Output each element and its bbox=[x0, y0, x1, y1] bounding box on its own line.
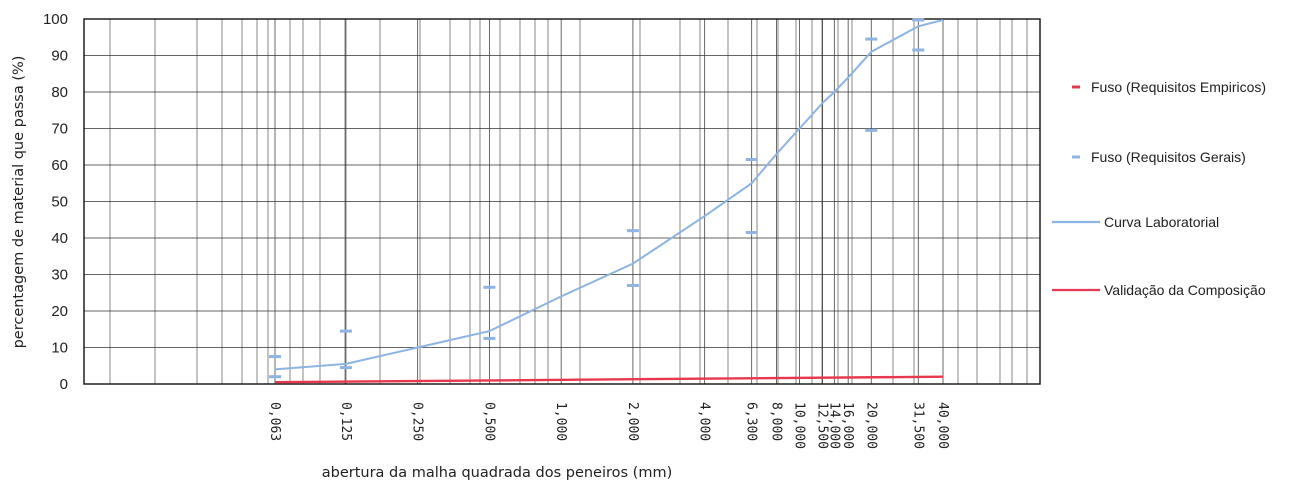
x-tick-label: 14,000 bbox=[826, 402, 841, 449]
legend-label: Curva Laboratorial bbox=[1104, 214, 1219, 230]
legend: Fuso (Requisitos Empiricos) Fuso (Requisi… bbox=[1052, 79, 1266, 298]
x-tick-label: 8,000 bbox=[768, 402, 783, 441]
plot-frame bbox=[83, 18, 1041, 385]
y-tick-label: 70 bbox=[51, 121, 68, 138]
series-line bbox=[274, 375, 944, 384]
y-axis-title: percentagem de material que passa (%) bbox=[11, 56, 27, 349]
plot-border bbox=[83, 18, 1041, 385]
y-tick-label: 30 bbox=[51, 267, 68, 284]
x-tick-label: 20,000 bbox=[863, 402, 878, 449]
y-tick-label: 20 bbox=[51, 303, 68, 320]
y-axis-ticks: 0 10 20 30 40 50 60 70 80 90 100 bbox=[43, 11, 68, 393]
x-tick-label: 10,000 bbox=[792, 402, 807, 449]
legend-label: Fuso (Requisitos Empiricos) bbox=[1091, 79, 1266, 95]
x-tick-label: 0,063 bbox=[267, 402, 282, 441]
x-axis-ticks: 0,063 0,125 0,250 0,500 1,000 2,000 4,000 6,300… bbox=[267, 402, 950, 449]
y-tick-label: 0 bbox=[60, 376, 68, 393]
y-tick-label: 40 bbox=[51, 230, 68, 247]
x-tick-label: 0,500 bbox=[481, 402, 496, 441]
y-tick-label: 50 bbox=[51, 194, 68, 211]
x-tick-label: 0,250 bbox=[410, 402, 425, 441]
x-tick-label: 6,300 bbox=[744, 402, 759, 441]
x-tick-label: 1,000 bbox=[553, 402, 568, 441]
series-line bbox=[274, 19, 944, 371]
x-axis-title: abertura da malha quadrada dos peneiros … bbox=[322, 465, 673, 481]
x-tick-label: 0,125 bbox=[338, 402, 353, 441]
y-tick-label: 100 bbox=[43, 11, 68, 28]
y-tick-label: 10 bbox=[51, 340, 68, 357]
legend-label: Validação da Composição bbox=[1104, 282, 1266, 298]
grid-lines bbox=[84, 18, 1040, 385]
x-tick-label: 16,000 bbox=[840, 402, 855, 449]
x-tick-label: 4,000 bbox=[697, 402, 712, 441]
y-tick-label: 80 bbox=[51, 84, 68, 101]
x-tick-label: 40,000 bbox=[935, 402, 950, 449]
legend-label: Fuso (Requisitos Gerais) bbox=[1091, 149, 1246, 165]
y-tick-label: 60 bbox=[51, 157, 68, 174]
x-tick-label: 31,500 bbox=[910, 402, 925, 449]
y-tick-label: 90 bbox=[51, 48, 68, 65]
series-layer bbox=[269, 18, 944, 384]
x-tick-label: 12,500 bbox=[815, 402, 830, 449]
x-tick-label: 2,000 bbox=[625, 402, 640, 441]
